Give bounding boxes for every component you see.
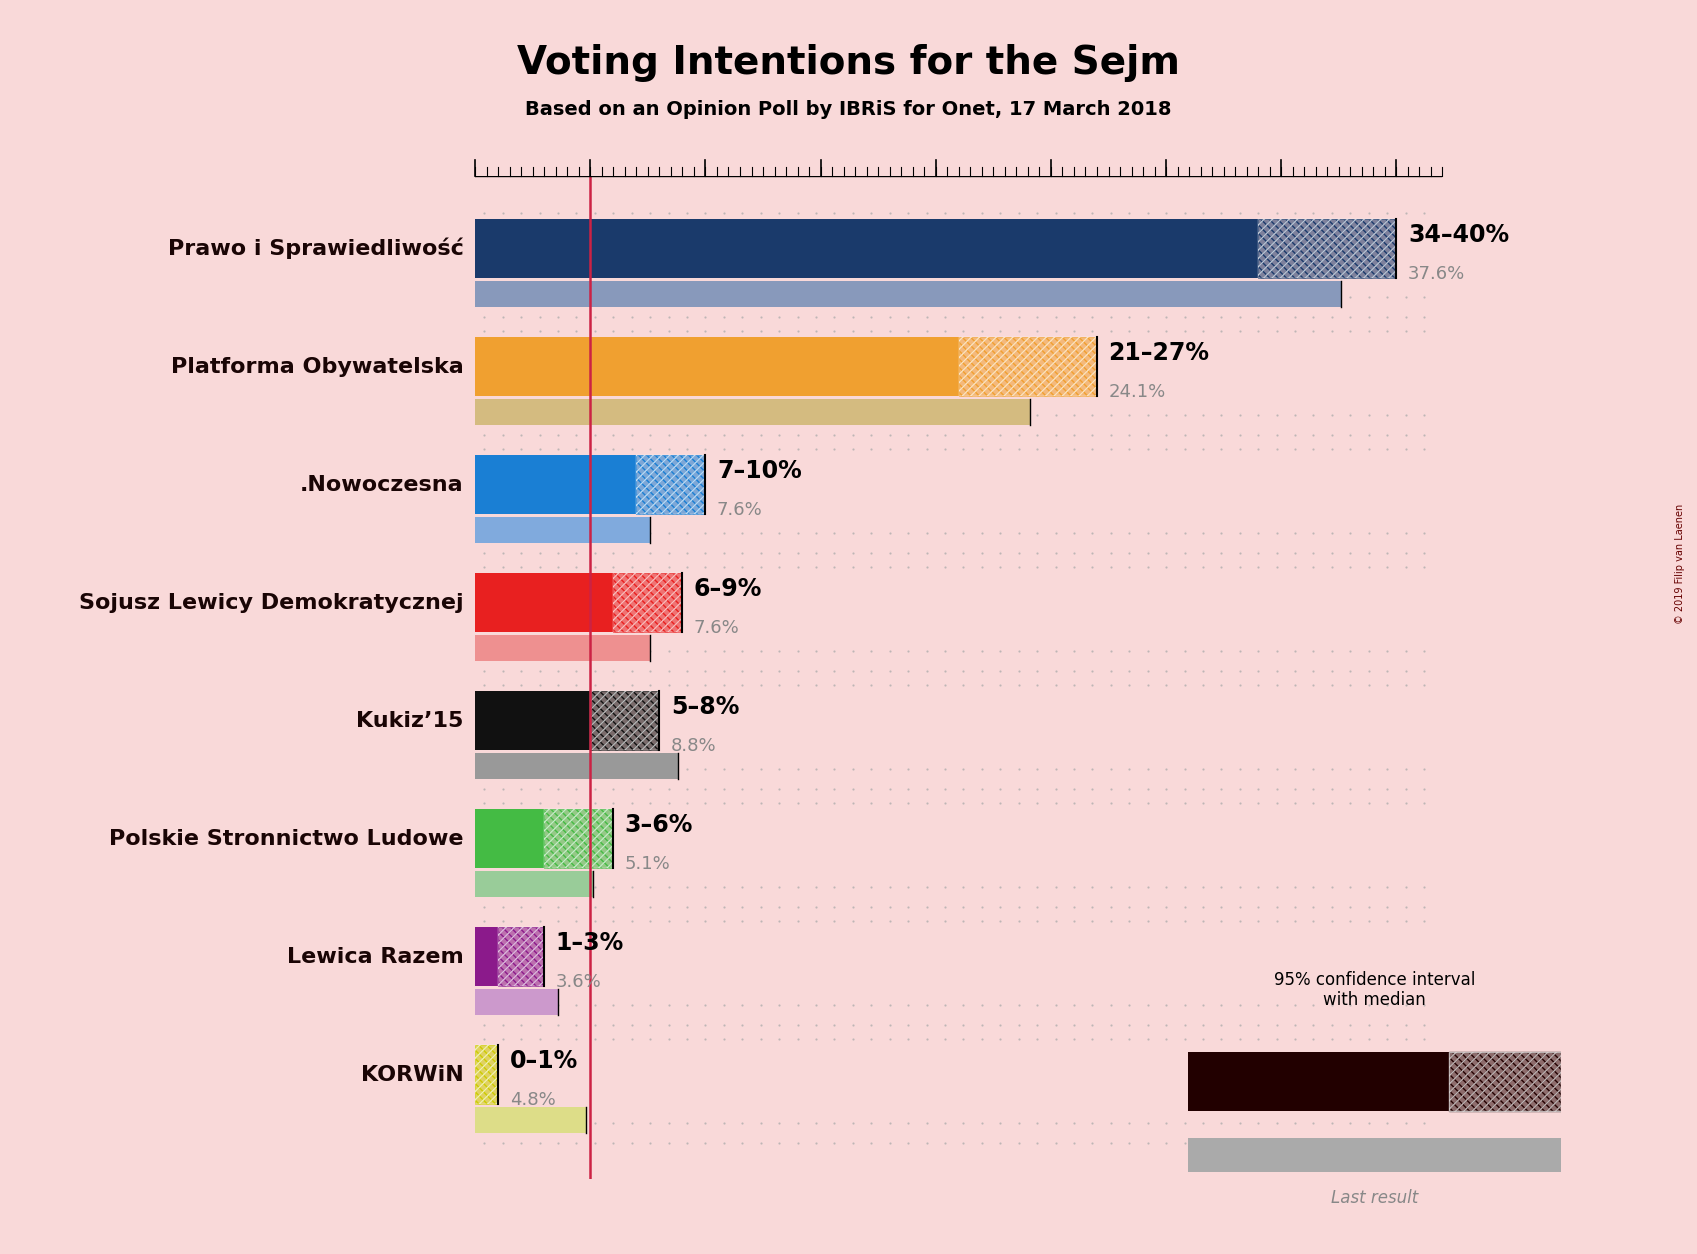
- Text: 21–27%: 21–27%: [1108, 341, 1210, 365]
- Bar: [475, 809, 545, 868]
- FancyBboxPatch shape: [475, 1028, 1442, 1051]
- Text: 24.1%: 24.1%: [1108, 382, 1166, 400]
- FancyBboxPatch shape: [475, 202, 1442, 226]
- Bar: [545, 809, 613, 868]
- Bar: [475, 1046, 499, 1105]
- Bar: [1188, 1137, 1561, 1172]
- Bar: [475, 870, 592, 897]
- Text: Voting Intentions for the Sejm: Voting Intentions for the Sejm: [518, 44, 1179, 82]
- Bar: [636, 455, 706, 514]
- Bar: [499, 928, 545, 987]
- Bar: [475, 1046, 499, 1105]
- Text: Sojusz Lewicy Demokratycznej: Sojusz Lewicy Demokratycznej: [80, 593, 463, 613]
- FancyBboxPatch shape: [475, 438, 1442, 461]
- Bar: [959, 337, 1096, 396]
- Text: 5.1%: 5.1%: [624, 855, 670, 873]
- Bar: [636, 455, 706, 514]
- Text: 95% confidence interval
with median: 95% confidence interval with median: [1274, 971, 1475, 1009]
- Text: 34–40%: 34–40%: [1409, 222, 1509, 247]
- Text: 6–9%: 6–9%: [694, 577, 762, 601]
- Text: Kukiz’15: Kukiz’15: [356, 711, 463, 731]
- Bar: [613, 573, 682, 632]
- Bar: [1449, 1052, 1561, 1111]
- Bar: [475, 281, 1341, 306]
- Text: 7–10%: 7–10%: [716, 459, 801, 483]
- Bar: [1257, 219, 1397, 278]
- Bar: [475, 337, 959, 396]
- Text: 5–8%: 5–8%: [670, 695, 740, 719]
- Bar: [475, 988, 558, 1014]
- Bar: [499, 928, 545, 987]
- Bar: [1449, 1052, 1561, 1111]
- Bar: [591, 691, 660, 750]
- Bar: [613, 573, 682, 632]
- Text: Prawo i Sprawiedliwość: Prawo i Sprawiedliwość: [168, 238, 463, 260]
- Bar: [545, 809, 613, 868]
- FancyBboxPatch shape: [475, 909, 1442, 933]
- FancyBboxPatch shape: [475, 673, 1442, 697]
- Text: 3.6%: 3.6%: [557, 973, 601, 991]
- Text: 0–1%: 0–1%: [509, 1048, 579, 1072]
- Text: Last result: Last result: [1330, 1189, 1419, 1206]
- Bar: [1257, 219, 1397, 278]
- Bar: [475, 691, 591, 750]
- Text: 37.6%: 37.6%: [1409, 265, 1465, 282]
- Bar: [475, 573, 613, 632]
- Bar: [475, 1046, 499, 1105]
- Text: 3–6%: 3–6%: [624, 813, 694, 836]
- Bar: [591, 691, 660, 750]
- Bar: [499, 928, 545, 987]
- Text: 1–3%: 1–3%: [557, 930, 624, 954]
- Bar: [475, 1107, 585, 1132]
- Bar: [475, 219, 1257, 278]
- Bar: [1449, 1052, 1561, 1111]
- Bar: [475, 752, 677, 779]
- Bar: [1188, 1052, 1449, 1111]
- Text: KORWiN: KORWiN: [361, 1065, 463, 1085]
- FancyBboxPatch shape: [475, 556, 1442, 579]
- Text: Platforma Obywatelska: Platforma Obywatelska: [171, 356, 463, 376]
- Text: 7.6%: 7.6%: [694, 618, 740, 637]
- FancyBboxPatch shape: [475, 791, 1442, 815]
- FancyBboxPatch shape: [475, 320, 1442, 344]
- Bar: [475, 455, 636, 514]
- Bar: [636, 455, 706, 514]
- Text: 8.8%: 8.8%: [670, 736, 716, 755]
- Text: Based on an Opinion Poll by IBRiS for Onet, 17 March 2018: Based on an Opinion Poll by IBRiS for On…: [526, 100, 1171, 119]
- Text: Polskie Stronnictwo Ludowe: Polskie Stronnictwo Ludowe: [109, 829, 463, 849]
- Text: 4.8%: 4.8%: [509, 1091, 555, 1109]
- Bar: [1257, 219, 1397, 278]
- Text: Lewica Razem: Lewica Razem: [287, 947, 463, 967]
- Bar: [591, 691, 660, 750]
- Bar: [475, 635, 650, 661]
- Bar: [613, 573, 682, 632]
- Text: 7.6%: 7.6%: [716, 500, 762, 519]
- Text: .Nowoczesna: .Nowoczesna: [300, 475, 463, 495]
- Text: © 2019 Filip van Laenen: © 2019 Filip van Laenen: [1675, 504, 1685, 624]
- Bar: [475, 517, 650, 543]
- Bar: [959, 337, 1096, 396]
- Bar: [545, 809, 613, 868]
- Bar: [475, 399, 1030, 425]
- Bar: [959, 337, 1096, 396]
- Bar: [475, 928, 499, 987]
